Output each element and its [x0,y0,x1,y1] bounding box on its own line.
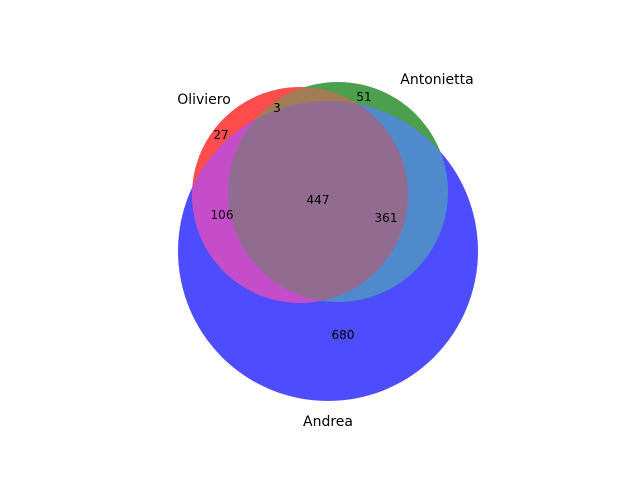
region-label-all-three: 447 [307,193,330,207]
region-label-antonietta-andrea: 361 [375,211,398,225]
region-label-only-oliviero: 27 [213,128,228,142]
set-label-antonietta: Antonietta [400,72,473,88]
set-label-andrea: Andrea [303,414,353,430]
set-label-oliviero: Oliviero [177,92,231,108]
region-label-oliviero-andrea: 106 [211,208,234,222]
all-three-overlap [228,101,408,302]
region-label-only-andrea: 680 [332,328,355,342]
region-label-oliviero-antonietta: 3 [273,101,281,115]
region-label-only-antonietta: 51 [356,90,371,104]
